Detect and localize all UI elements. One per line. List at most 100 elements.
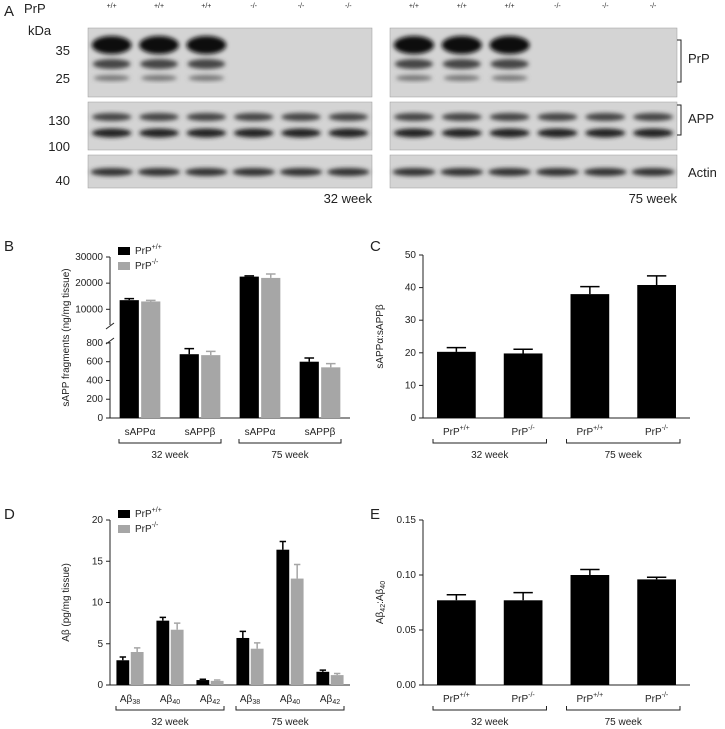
band [140,59,178,69]
group-label: 32 week [151,717,189,728]
band [489,128,530,138]
x-tick-label: Aβ38 [240,694,260,707]
error-bar [133,647,141,652]
error-bar [159,616,167,621]
group-label: 32 week [151,450,189,461]
legend-label: PrP+/+ [135,507,162,519]
lane-label: +/+ [457,3,467,10]
error-bar [333,672,341,676]
group-bracket [432,439,547,444]
error-bar [124,297,135,301]
x-tick-label: PrP+/+ [576,425,603,437]
legend-swatch [118,247,130,255]
error-bar [646,275,667,285]
bar [250,648,264,685]
error-bar [239,630,247,638]
lane-label: -/- [554,3,561,10]
lane-label: -/- [345,3,352,10]
error-bar [265,273,276,278]
y-tick-label: 40 [405,282,417,293]
bar [116,660,130,685]
error-bar [199,678,207,681]
bar [570,294,610,418]
band [393,36,435,54]
x-tick-label: Aβ38 [120,694,140,707]
y-tick-label: 10 [405,380,417,391]
band [233,113,274,121]
bar [437,600,476,685]
legend-swatch [118,510,130,518]
lane-label: +/+ [201,3,211,10]
bar [141,301,161,418]
y-tick-label: 400 [86,375,103,386]
y-tick-label: 0.00 [397,680,417,691]
group-label: 32 week [471,450,509,461]
band [328,113,369,121]
bar [179,354,199,418]
band [489,113,530,121]
panel-label: B [4,238,14,255]
panel-label: D [4,506,15,523]
blot-strip [389,154,678,189]
bar [119,300,139,418]
x-tick-label: PrP+/+ [576,692,603,704]
x-tick-label: PrP-/- [511,425,535,437]
x-tick-label: Aβ42 [200,694,220,707]
band [279,168,323,176]
bar [239,276,259,418]
x-tick-label: PrP-/- [645,425,669,437]
error-bar [253,642,261,649]
size-marker: 35 [56,43,70,58]
x-tick-label: Aβ42 [320,694,340,707]
error-bar [319,669,327,672]
y-tick-label: 0.10 [397,570,417,581]
x-tick-label: PrP-/- [511,692,535,704]
band [188,75,225,81]
panel-label: E [370,506,380,523]
y-tick-label: 800 [86,338,103,349]
band [281,128,321,138]
error-bar [580,568,600,575]
group-bracket [235,706,345,711]
band [91,128,132,138]
bar [316,671,330,685]
band [583,168,627,176]
band [441,36,482,54]
group-label: 32 week [471,717,509,728]
band [537,128,578,138]
band [139,113,179,121]
error-bar [304,357,315,362]
band [90,168,133,176]
band [440,168,484,176]
panel-label: A [4,3,14,20]
bar [156,620,170,685]
band [585,113,626,121]
band [186,128,227,138]
band [535,168,579,176]
blot-strip [87,154,373,189]
y-tick-label: 20 [405,347,417,358]
group-label: 75 week [271,717,309,728]
bar [503,600,543,685]
legend-label: PrP+/+ [135,244,162,256]
group-bracket [566,706,681,711]
x-tick-label: Aβ40 [160,694,180,707]
group-bracket [566,439,681,444]
band [585,128,626,138]
blot-time-label: 75 week [629,191,678,206]
band [395,75,433,81]
bar [330,675,344,685]
blot-time-label: 32 week [324,191,373,206]
y-tick-label: 0.15 [397,515,417,526]
band [392,168,436,176]
axis-break [105,322,115,330]
y-tick-label: 20 [92,515,104,526]
blot-strip [87,27,373,98]
y-tick-label: 30000 [75,252,103,263]
panel-label: C [370,238,381,255]
band [632,113,674,121]
group-bracket [238,439,342,444]
bar [637,284,676,418]
band [93,75,130,81]
